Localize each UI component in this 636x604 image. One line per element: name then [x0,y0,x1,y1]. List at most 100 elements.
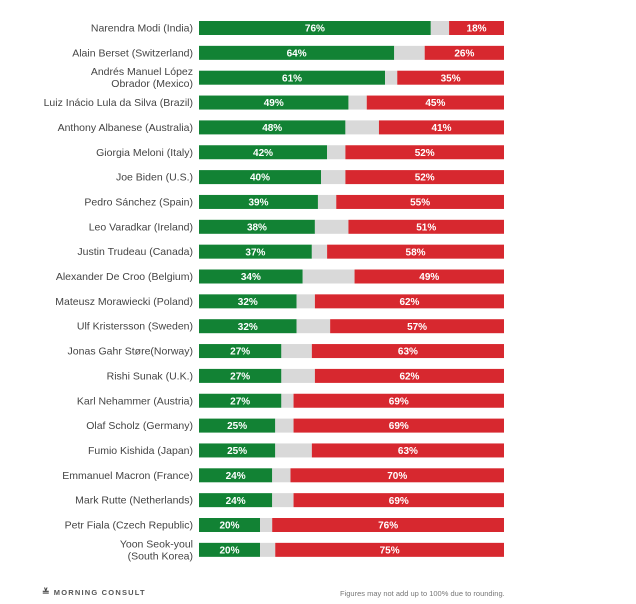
bar-don-t-know-no-opinion [348,95,367,110]
data-label-approve: 64% [287,48,307,59]
bar-don-t-know-no-opinion [272,493,294,508]
bar-don-t-know-no-opinion [317,194,337,209]
bar-don-t-know-no-opinion [260,518,273,532]
data-label-approve: 24% [226,496,246,507]
bar-don-t-know-no-opinion [302,269,355,284]
data-label-disapprove: 35% [441,73,461,84]
category-label-line: Karl Nehammer (Austria) [77,395,193,407]
bar-don-t-know-no-opinion [430,21,450,35]
bar-don-t-know-no-opinion [385,70,398,85]
bar-don-t-know-no-opinion [272,468,291,483]
category-label-line: Rishi Sunak (U.K.) [107,370,193,382]
bar-approve [199,70,386,85]
category-label-line: Alain Berset (Switzerland) [72,47,193,59]
bar-don-t-know-no-opinion [296,319,331,334]
category-label-line: Luiz Inácio Lula da Silva (Brazil) [44,97,193,109]
category-label: Giorgia Meloni (Italy) [96,147,193,159]
data-label-approve: 20% [219,545,239,556]
data-label-approve: 27% [230,396,250,407]
category-label-line: Jonas Gahr Støre(Norway) [68,346,193,358]
bar-disapprove [327,244,504,259]
bar-approve [199,95,349,110]
category-label: Justin Trudeau (Canada) [77,246,193,258]
bar-disapprove [293,418,504,433]
category-label: Luiz Inácio Lula da Silva (Brazil) [44,97,193,109]
data-label-approve: 20% [219,521,239,532]
rounding-note: Figures may not add up to 100% due to ro… [340,589,505,598]
data-label-disapprove: 52% [415,148,435,159]
bar-approve [199,219,315,234]
bar-approve [199,542,260,557]
category-label: Rishi Sunak (U.K.) [107,370,193,382]
bar-don-t-know-no-opinion [281,393,294,408]
bar-disapprove [272,518,504,532]
bar-disapprove [336,194,504,209]
bar-disapprove [293,493,504,508]
data-label-approve: 32% [238,322,258,333]
data-label-disapprove: 62% [399,297,419,308]
bar-approve [199,194,318,209]
bar-disapprove [311,344,504,359]
category-label-line: Fumio Kishida (Japan) [88,445,193,457]
bar-disapprove [378,120,504,135]
category-label: Narendra Modi (India) [91,23,193,35]
morning-consult-logo: ≚ MORNING CONSULT [42,587,146,598]
data-label-disapprove: 69% [389,396,409,407]
data-label-approve: 27% [230,372,250,383]
data-label-disapprove: 52% [415,173,435,184]
category-label: Andrés Manuel López Obrador (Mexico) [91,66,193,90]
bar-disapprove [397,70,504,85]
bar-approve [199,393,282,408]
bar-disapprove [290,468,504,483]
bar-disapprove [293,393,504,408]
category-label: Jonas Gahr Støre(Norway) [68,346,193,358]
category-label-line: (South Korea) [128,550,193,562]
bar-disapprove [345,145,504,160]
bar-don-t-know-no-opinion [260,542,276,557]
data-label-approve: 49% [264,98,284,109]
data-label-disapprove: 58% [406,247,426,258]
category-label: Ulf Kristersson (Sweden) [77,321,193,333]
data-label-approve: 37% [245,247,265,258]
data-label-disapprove: 69% [389,421,409,432]
category-label: Alexander De Croo (Belgium) [56,271,193,283]
bar-don-t-know-no-opinion [275,418,294,433]
category-label: Alain Berset (Switzerland) [72,47,193,59]
bar-approve [199,443,276,458]
data-label-disapprove: 62% [399,372,419,383]
bar-approve [199,344,282,359]
category-label-line: Anthony Albanese (Australia) [58,122,193,134]
bar-don-t-know-no-opinion [394,45,425,60]
data-label-disapprove: 41% [431,123,451,134]
category-label: Yoon Seok-youl (South Korea) [120,538,193,562]
data-label-approve: 76% [305,24,325,35]
category-label: Mateusz Morawiecki (Poland) [55,296,193,308]
category-label-line: Petr Fiala (Czech Republic) [65,520,193,532]
bar-approve [199,418,276,433]
category-label: Olaf Scholz (Germany) [86,420,193,432]
category-label-line: Mark Rutte (Netherlands) [75,495,193,507]
data-label-approve: 48% [262,123,282,134]
category-label-line: Alexander De Croo (Belgium) [56,271,193,283]
bar-approve [199,170,321,185]
data-label-disapprove: 18% [467,24,487,35]
bar-don-t-know-no-opinion [327,145,346,160]
bar-approve [199,45,395,60]
bar-don-t-know-no-opinion [296,294,315,309]
bar-approve [199,21,431,35]
bar-disapprove [314,294,504,309]
data-label-approve: 38% [247,222,267,233]
category-label-line: Olaf Scholz (Germany) [86,420,193,432]
category-label: Leo Varadkar (Ireland) [89,221,193,233]
category-label-line: Emmanuel Macron (France) [62,470,193,482]
data-label-disapprove: 69% [389,496,409,507]
category-label-line: Mateusz Morawiecki (Poland) [55,296,193,308]
bar-don-t-know-no-opinion [281,344,312,359]
category-label: Anthony Albanese (Australia) [58,122,193,134]
data-label-disapprove: 75% [380,545,400,556]
bar-disapprove [314,368,504,383]
category-label-line: Leo Varadkar (Ireland) [89,221,193,233]
data-label-disapprove: 49% [419,272,439,283]
data-label-approve: 24% [226,471,246,482]
